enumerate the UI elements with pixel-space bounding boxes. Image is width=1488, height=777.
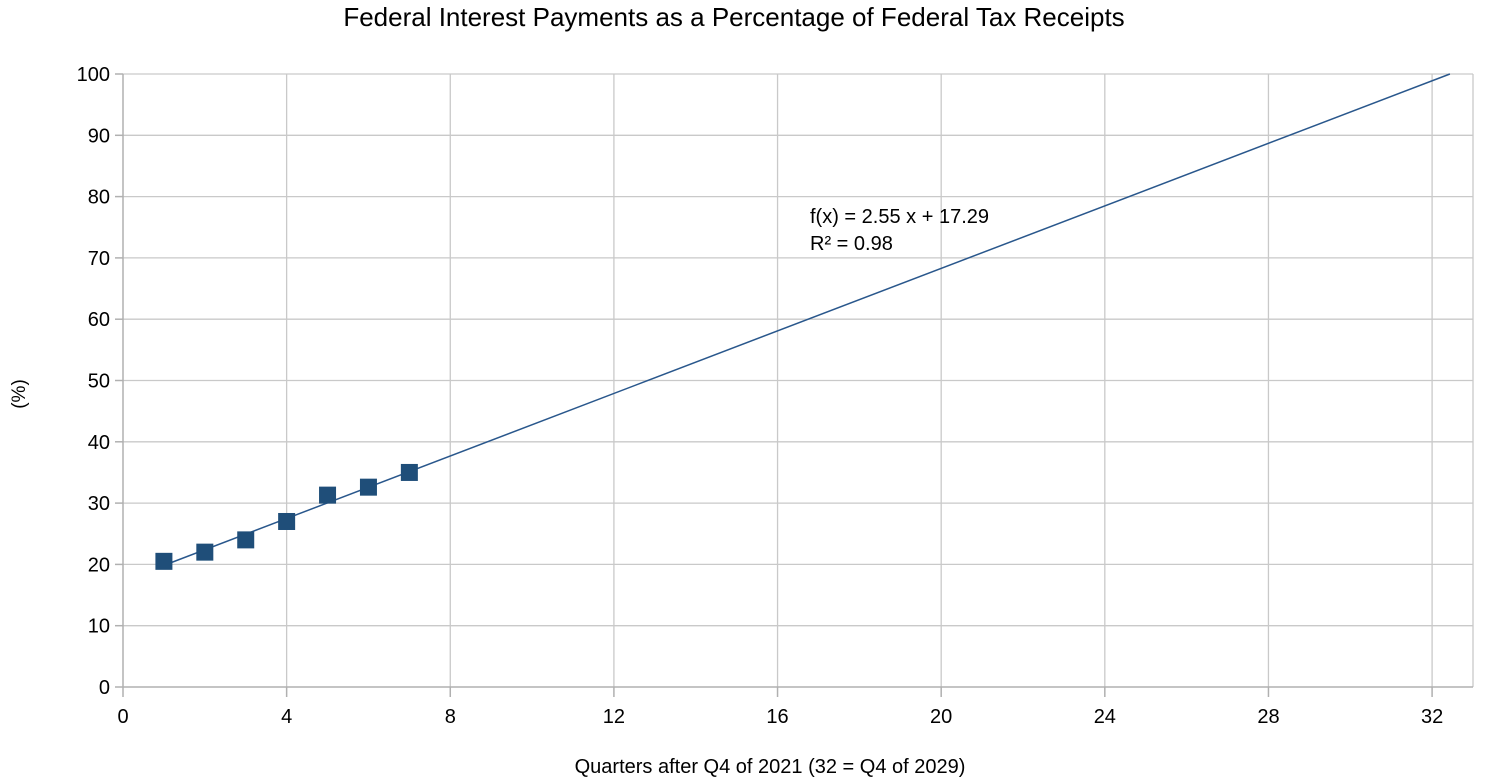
x-tick-label: 24 (1094, 706, 1116, 728)
y-tick-label: 70 (88, 248, 110, 270)
x-axis-title: Quarters after Q4 of 2021 (32 = Q4 of 20… (574, 756, 966, 777)
x-tick-label: 4 (281, 706, 292, 728)
x-tick-label: 0 (117, 706, 128, 728)
data-point-marker (359, 478, 377, 496)
x-tick-label: 8 (445, 706, 456, 728)
trendline-equation: f(x) = 2.55 x + 17.29 (810, 206, 989, 228)
y-tick-label: 60 (88, 309, 110, 331)
data-point-marker (319, 486, 337, 504)
y-tick-label: 0 (99, 677, 110, 699)
y-tick-label: 10 (88, 616, 110, 638)
data-point-marker (400, 463, 418, 481)
x-tick-label: 16 (766, 706, 788, 728)
y-tick-label: 80 (88, 187, 110, 209)
y-tick-label: 100 (77, 64, 110, 86)
data-point-marker (196, 543, 214, 561)
chart-title: Federal Interest Payments as a Percentag… (343, 2, 1125, 32)
y-tick-label: 20 (88, 554, 110, 576)
trend-line (163, 73, 1451, 567)
data-point-marker (278, 512, 296, 530)
trendline-annotation: f(x) = 2.55 x + 17.29 R² = 0.98 (810, 204, 989, 258)
y-tick-label: 40 (88, 432, 110, 454)
x-tick-label: 28 (1257, 706, 1279, 728)
y-tick-label: 50 (88, 371, 110, 393)
y-tick-label: 30 (88, 493, 110, 515)
y-tick-label: 90 (88, 125, 110, 147)
x-tick-label: 12 (603, 706, 625, 728)
x-tick-label: 20 (930, 706, 952, 728)
x-tick-label: 32 (1421, 706, 1443, 728)
data-point-marker (155, 552, 173, 570)
data-point-marker (237, 531, 255, 549)
trendline-r-squared: R² = 0.98 (810, 233, 893, 255)
